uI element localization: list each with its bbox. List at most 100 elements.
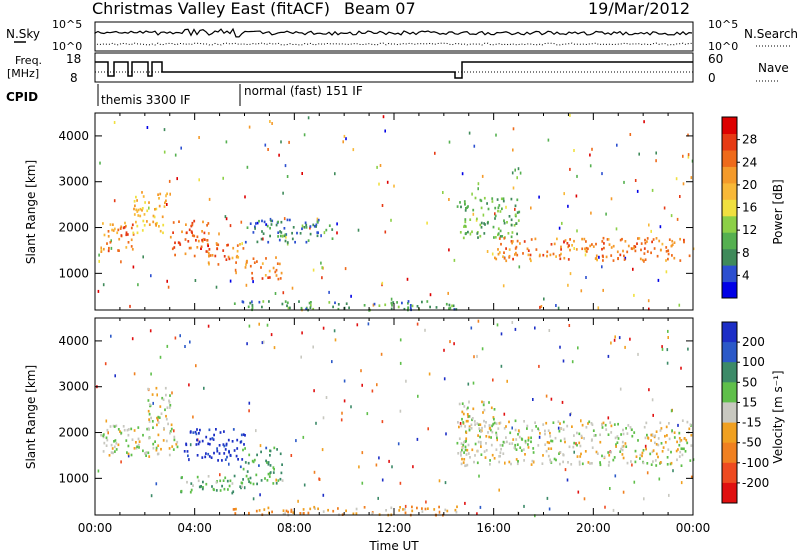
echo-pixel (684, 450, 687, 453)
noise-pixel (309, 226, 311, 230)
echo-pixel (144, 201, 146, 204)
echo-pixel (566, 424, 569, 428)
echo-pixel (617, 437, 620, 440)
noise-pixel (113, 199, 116, 203)
echo-pixel (630, 460, 632, 463)
echo-pixel (679, 450, 682, 454)
noise-pixel (352, 148, 355, 152)
echo-pixel (192, 484, 194, 487)
echo-pixel (222, 479, 225, 482)
x-axis-label: Time UT (368, 539, 419, 553)
echo-pixel (514, 443, 517, 447)
noise-pixel (98, 259, 100, 263)
echo-pixel (407, 306, 409, 309)
echo-pixel (292, 511, 295, 514)
echo-pixel (390, 506, 393, 510)
colorbar-tick-label: 28 (742, 133, 757, 147)
echo-pixel (153, 215, 156, 219)
echo-pixel (521, 438, 524, 441)
echo-pixel (196, 454, 199, 457)
echo-pixel (147, 399, 150, 402)
echo-pixel (464, 448, 467, 452)
echo-pixel (248, 453, 251, 457)
echo-pixel (477, 440, 480, 444)
echo-pixel (480, 206, 483, 210)
noise-pixel (687, 155, 690, 159)
echo-pixel (102, 222, 104, 225)
echo-pixel (275, 256, 277, 259)
echo-pixel (196, 475, 199, 479)
y-tick-label: 1000 (58, 471, 89, 485)
noise-pixel (149, 329, 152, 333)
noise-pixel (569, 167, 571, 171)
echo-pixel (617, 422, 619, 426)
echo-pixel (245, 263, 247, 266)
echo-pixel (686, 441, 689, 445)
echo-pixel (231, 440, 234, 443)
echo-pixel (119, 227, 122, 230)
echo-pixel (308, 301, 311, 305)
echo-pixel (671, 239, 674, 243)
echo-pixel (607, 451, 610, 454)
echo-pixel (476, 422, 479, 425)
echo-pixel (527, 446, 530, 449)
y-tick-label: 4000 (58, 129, 89, 143)
echo-pixel (305, 226, 308, 229)
noise-pixel (631, 463, 633, 467)
echo-pixel (624, 442, 627, 445)
noise-pixel (285, 235, 287, 239)
left-tick-high: 10^5 (52, 18, 82, 31)
echo-pixel (667, 249, 670, 252)
echo-pixel (226, 479, 229, 483)
echo-pixel (690, 433, 693, 437)
echo-pixel (482, 411, 484, 414)
echo-pixel (112, 451, 114, 455)
noise-pixel (425, 500, 427, 504)
noise-pixel (259, 493, 261, 497)
echo-pixel (136, 231, 139, 235)
echo-pixel (510, 462, 512, 466)
echo-pixel (201, 439, 204, 443)
noise-pixel (613, 338, 616, 342)
noise-pixel (166, 203, 168, 206)
noise-pixel (661, 345, 663, 349)
noise-pixel (511, 321, 514, 324)
echo-pixel (190, 230, 193, 233)
echo-pixel (683, 240, 685, 244)
echo-pixel (571, 244, 573, 247)
echo-pixel (195, 432, 198, 436)
echo-pixel (208, 428, 211, 432)
echo-pixel (205, 435, 208, 439)
echo-pixel (131, 223, 134, 227)
echo-pixel (466, 419, 469, 423)
noise-pixel (375, 463, 378, 467)
noise-pixel (492, 378, 494, 382)
echo-pixel (276, 448, 278, 451)
echo-pixel (189, 431, 192, 434)
echo-pixel (459, 201, 461, 204)
echo-pixel (155, 446, 158, 450)
echo-pixel (601, 423, 603, 426)
echo-pixel (601, 247, 603, 251)
echo-pixel (569, 248, 571, 252)
echo-pixel (281, 479, 284, 482)
noise-pixel (390, 297, 393, 301)
echo-pixel (537, 444, 540, 447)
echo-pixel (527, 249, 530, 252)
echo-pixel (526, 247, 529, 251)
noise-pixel (555, 304, 557, 307)
noise-pixel (132, 265, 135, 269)
echo-pixel (247, 305, 250, 309)
echo-pixel (280, 231, 283, 234)
echo-pixel (462, 236, 465, 240)
x-tick-label: 20:00 (576, 521, 611, 535)
echo-pixel (188, 246, 191, 250)
echo-pixel (619, 238, 622, 242)
echo-pixel (515, 448, 518, 451)
noise-pixel (343, 379, 346, 383)
echo-pixel (133, 207, 135, 211)
echo-pixel (108, 246, 110, 250)
echo-pixel (240, 433, 243, 437)
colorbar-tick-label: 15 (742, 395, 757, 409)
echo-pixel (535, 425, 537, 428)
